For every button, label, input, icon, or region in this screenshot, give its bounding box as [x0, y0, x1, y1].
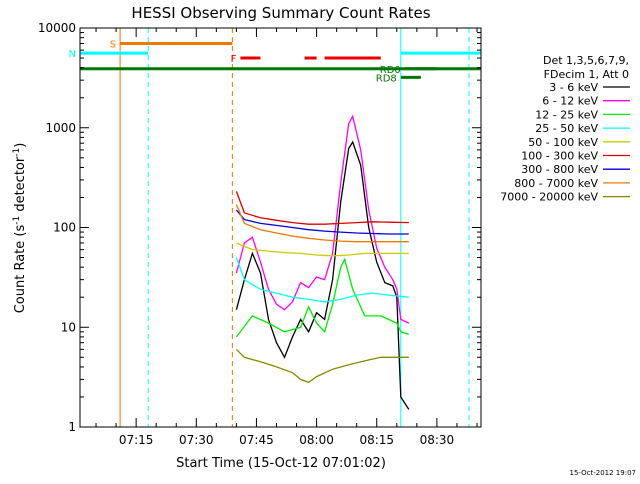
legend-header-1: Det 1,3,5,6,7,9,	[543, 54, 629, 67]
x-tick-label-0: 07:15	[119, 433, 154, 447]
x-tick-label-1: 07:30	[179, 433, 214, 447]
y-axis-label: Count Rate (s-1 detector-1)	[12, 143, 28, 314]
data-series	[235, 114, 410, 410]
y-tick-label-0: 1	[68, 420, 76, 434]
legend-label-8: 7000 - 20000 keV	[500, 191, 598, 204]
legend-header-2: FDecim 1, Att 0	[544, 68, 629, 81]
legend-label-2: 12 - 25 keV	[535, 108, 598, 121]
footer-timestamp: 15-Oct-2012 19:07	[570, 469, 636, 477]
y-tick-label-4: 10000	[38, 21, 76, 35]
series-line-2	[235, 257, 409, 338]
y-axis-label-mid: detector	[13, 156, 28, 216]
series-line-4	[236, 242, 409, 257]
y-axis-label-sup1: -1	[12, 216, 22, 225]
y-axis: 1 10 100 1000 10000	[38, 21, 481, 434]
chart-title: HESSI Observing Summary Count Rates	[131, 4, 430, 22]
legend-label-3: 25 - 50 keV	[535, 122, 598, 135]
series-line-8	[235, 348, 409, 384]
x-tick-label-2: 07:45	[239, 433, 274, 447]
legend-label-0: 3 - 6 keV	[549, 81, 598, 94]
x-axis-label: Start Time (15-Oct-12 07:01:02)	[176, 456, 386, 471]
series-line-6	[235, 209, 409, 235]
legend-label-5: 100 - 300 keV	[521, 150, 598, 163]
overlay-label-1: N	[69, 49, 76, 60]
x-tick-label-3: 08:00	[299, 433, 334, 447]
overlay-label-0: S	[110, 39, 116, 50]
y-tick-label-2: 100	[53, 221, 76, 235]
x-axis: 07:15 07:30 07:45 08:00 08:15 08:30	[95, 28, 478, 447]
legend-label-6: 300 - 800 keV	[521, 163, 598, 176]
x-tick-label-5: 08:30	[420, 433, 455, 447]
overlay-label-7: RD8	[376, 73, 397, 84]
x-tick-label-4: 08:15	[359, 433, 394, 447]
y-tick-label-3: 1000	[45, 121, 76, 135]
legend-label-7: 800 - 7000 keV	[514, 177, 598, 190]
y-axis-label-main: Count Rate (s	[13, 225, 28, 314]
series-line-5	[235, 191, 409, 225]
overlay-label-2: F	[231, 54, 237, 65]
legend-label-4: 50 - 100 keV	[528, 136, 598, 149]
y-tick-label-1: 10	[61, 320, 76, 334]
legend: Det 1,3,5,6,7,9, FDecim 1, Att 0 3 - 6 k…	[500, 54, 630, 204]
legend-label-1: 6 - 12 keV	[542, 95, 598, 108]
y-axis-label-sup2: -1	[12, 148, 22, 157]
series-line-7	[235, 204, 409, 243]
series-line-0	[235, 140, 410, 410]
y-axis-label-end: )	[13, 143, 28, 148]
series-line-1	[235, 114, 410, 324]
series-line-3	[235, 257, 409, 303]
observing-overlays: SNFRD0RD8	[69, 39, 481, 84]
